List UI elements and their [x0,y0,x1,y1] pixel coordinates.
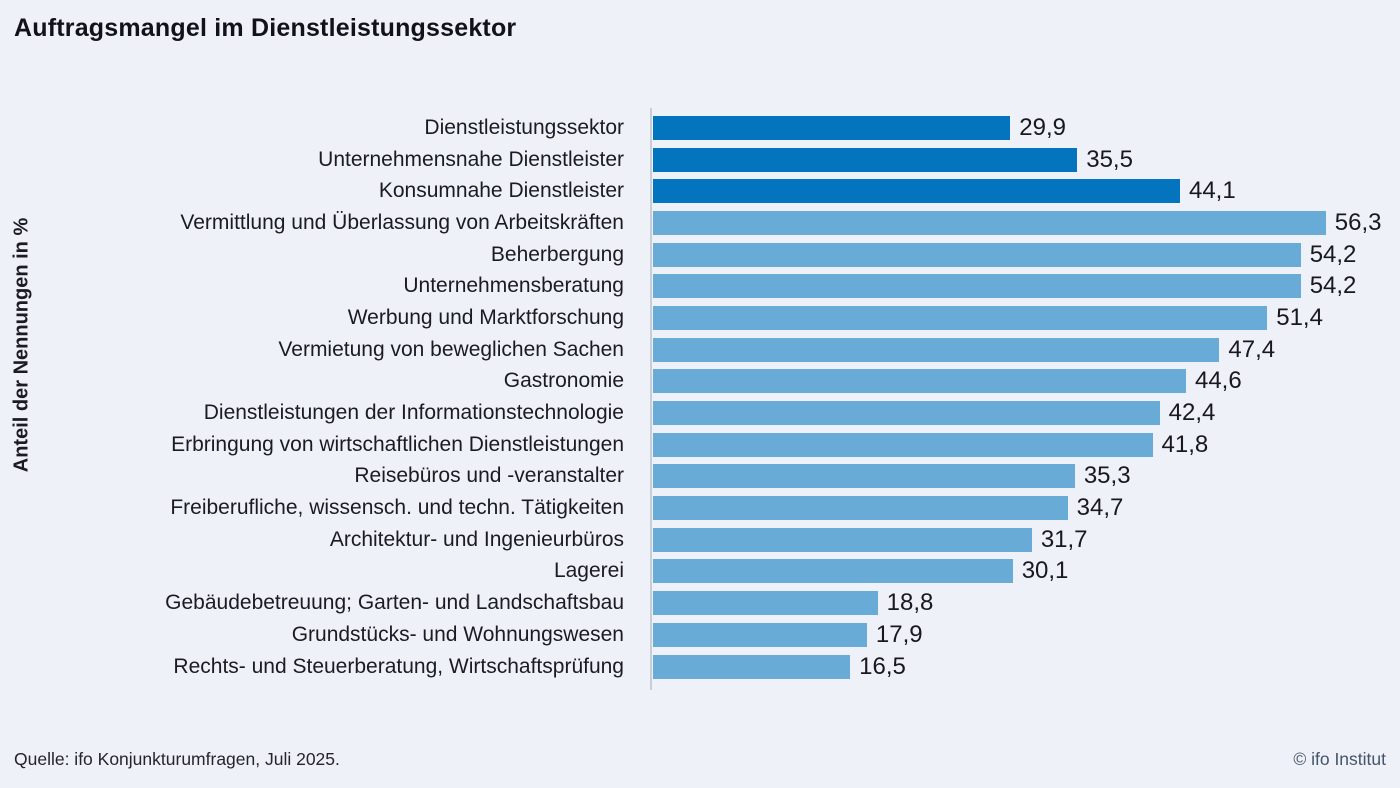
bar [653,242,1301,267]
bar [653,591,878,616]
category-label: Werbung und Marktforschung [347,305,624,329]
chart-row: Unternehmensberatung 54,2 [0,270,1400,302]
category-label: Reisebüros und -veranstalter [354,464,624,488]
bar [653,622,867,647]
bar [653,496,1068,521]
chart-row: Konsumnahe Dienstleister 44,1 [0,175,1400,207]
value-label: 30,1 [1021,557,1069,585]
chart-row: Beherbergung 54,2 [0,239,1400,271]
value-label: 47,4 [1228,335,1276,363]
bar [653,401,1160,426]
bar [653,432,1153,457]
bar [653,115,1011,140]
chart-area: Dienstleistungssektor 29,9 Unternehmensnah… [0,108,1400,690]
category-label: Gastronomie [503,369,624,393]
bar [653,654,851,679]
chart-row: Dienstleistungssektor 29,9 [0,112,1400,144]
chart-row: Werbung und Marktforschung 51,4 [0,302,1400,334]
chart-row: Vermietung von beweglichen Sachen 47,4 [0,334,1400,366]
value-label: 42,4 [1168,399,1216,427]
y-axis-line [650,108,652,690]
category-label: Vermittlung und Überlassung von Arbeitsk… [180,210,624,234]
chart-row: Unternehmensnahe Dienstleister 35,5 [0,144,1400,176]
chart-row: Lagerei 30,1 [0,556,1400,588]
category-label: Rechts- und Steuerberatung, Wirtschaftsp… [173,654,624,678]
value-label: 35,3 [1083,462,1131,490]
bar [653,274,1301,299]
value-label: 54,2 [1309,240,1357,268]
bar [653,559,1013,584]
chart-row: Architektur- und Ingenieurbüros 31,7 [0,524,1400,556]
value-label: 44,6 [1194,367,1242,395]
value-label: 54,2 [1309,272,1357,300]
bar [653,369,1186,394]
category-label: Architektur- und Ingenieurbüros [329,527,624,551]
chart-row: Gebäudebetreuung; Garten- und Landschaft… [0,587,1400,619]
category-label: Lagerei [553,559,624,583]
chart-row: Dienstleistungen der Informationstechnol… [0,397,1400,429]
category-label: Unternehmensnahe Dienstleister [318,147,624,171]
chart-rows: Dienstleistungssektor 29,9 Unternehmensnah… [0,112,1400,682]
value-label: 35,5 [1086,145,1133,173]
value-label: 31,7 [1040,525,1088,553]
bar [653,464,1075,489]
value-label: 18,8 [886,589,934,617]
category-label: Grundstücks- und Wohnungswesen [291,622,624,646]
bar [653,337,1220,362]
value-label: 34,7 [1076,494,1124,522]
bar [653,147,1078,172]
value-label: 29,9 [1019,113,1067,141]
bar [653,179,1180,204]
bar [653,305,1268,330]
value-label: 51,4 [1276,303,1323,331]
category-label: Freiberufliche, wissensch. und techn. Tä… [170,496,624,520]
chart-title: Auftragsmangel im Dienstleistungssektor [14,14,517,42]
category-label: Unternehmensberatung [403,274,624,298]
category-label: Erbringung von wirtschaftlichen Dienstle… [171,432,624,456]
chart-row: Rechts- und Steuerberatung, Wirtschaftsp… [0,651,1400,683]
chart-row: Reisebüros und -veranstalter 35,3 [0,461,1400,493]
value-label: 16,5 [859,652,906,680]
chart-row: Freiberufliche, wissensch. und techn. Tä… [0,492,1400,524]
bar [653,527,1032,552]
chart-row: Vermittlung und Überlassung von Arbeitsk… [0,207,1400,239]
category-label: Beherbergung [490,242,624,266]
chart-row: Gastronomie 44,6 [0,366,1400,398]
value-label: 17,9 [875,620,923,648]
value-label: 41,8 [1161,430,1209,458]
value-label: 56,3 [1334,208,1382,236]
category-label: Gebäudebetreuung; Garten- und Landschaft… [165,591,624,615]
bar [653,210,1326,235]
chart-row: Grundstücks- und Wohnungswesen 17,9 [0,619,1400,651]
category-label: Dienstleistungen der Informationstechnol… [203,401,624,425]
category-label: Dienstleistungssektor [424,115,624,139]
copyright-note: © ifo Institut [1293,749,1386,769]
category-label: Vermietung von beweglichen Sachen [278,337,624,361]
chart-footer: Quelle: ifo Konjunkturumfragen, Juli 202… [14,749,1386,770]
source-note: Quelle: ifo Konjunkturumfragen, Juli 202… [14,749,340,769]
value-label: 44,1 [1188,177,1236,205]
chart-row: Erbringung von wirtschaftlichen Dienstle… [0,429,1400,461]
category-label: Konsumnahe Dienstleister [378,179,624,203]
